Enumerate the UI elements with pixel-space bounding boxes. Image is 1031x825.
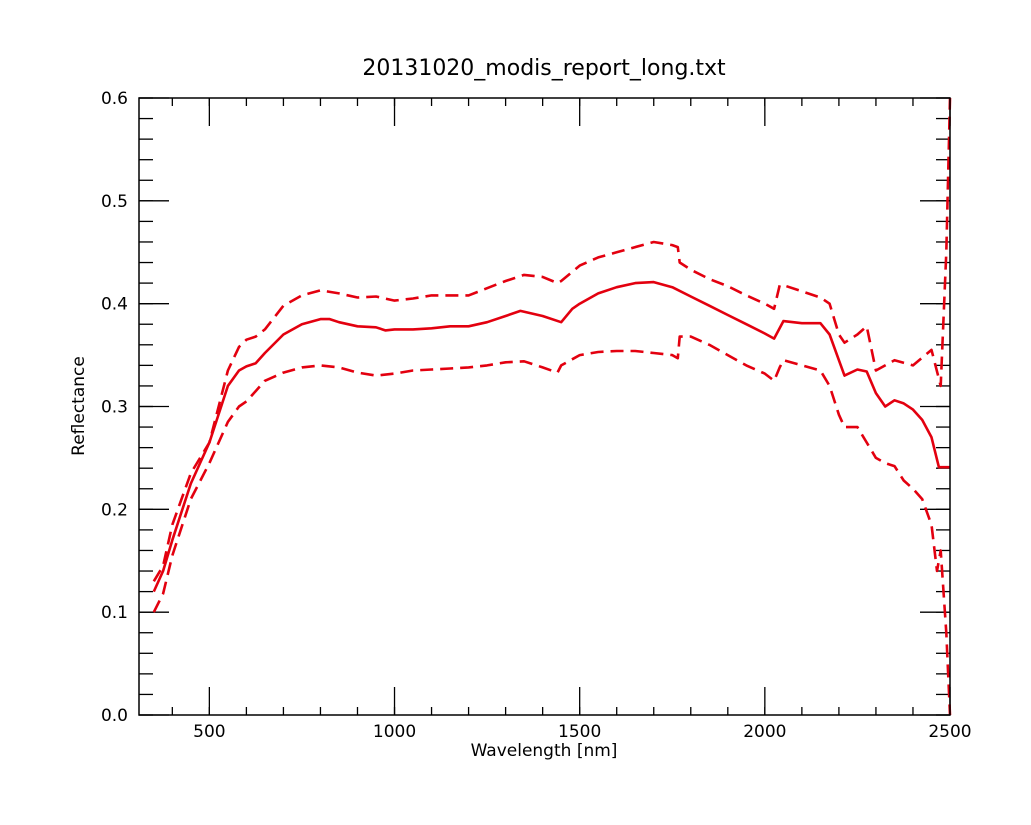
- y-tick-label: 0.4: [101, 295, 128, 315]
- dashed-series-line-1: [152, 97, 952, 582]
- x-tick-label: 1000: [373, 722, 416, 742]
- x-tick-label: 2000: [743, 722, 786, 742]
- chart-title: 20131020_modis_report_long.txt: [362, 56, 726, 81]
- y-tick-label: 0.5: [101, 192, 128, 212]
- x-tick-label: 500: [193, 722, 225, 742]
- x-tick-label: 2500: [928, 722, 971, 742]
- y-tick-label: 0.0: [101, 706, 128, 726]
- dashed-series-line-2: [152, 335, 952, 716]
- y-tick-label: 0.6: [101, 89, 128, 109]
- x-axis-label: Wavelength [nm]: [471, 741, 618, 761]
- y-tick-label: 0.1: [101, 603, 128, 623]
- series-layer: [152, 97, 952, 716]
- plot-frame: [138, 97, 951, 716]
- y-tick-label: 0.2: [101, 500, 128, 520]
- mean-series-line: [152, 280, 950, 593]
- y-tick-label: 0.3: [101, 398, 128, 418]
- y-axis-label: Reflectance: [69, 356, 89, 456]
- x-tick-label: 1500: [558, 722, 601, 742]
